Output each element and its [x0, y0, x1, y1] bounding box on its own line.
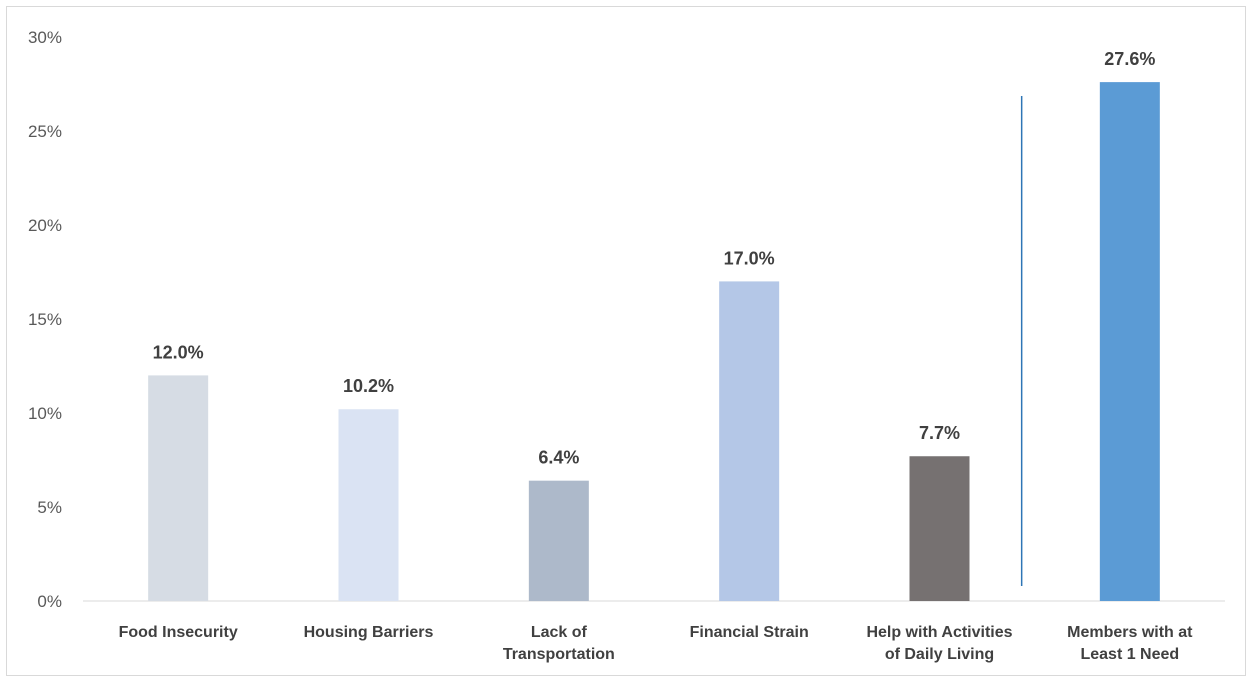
y-tick-label: 20%: [28, 216, 62, 235]
y-tick-label: 5%: [37, 498, 62, 517]
bar: [719, 281, 780, 601]
y-tick-label: 30%: [28, 28, 62, 47]
y-tick-label: 15%: [28, 310, 62, 329]
bar: [148, 375, 209, 601]
data-label: 10.2%: [343, 376, 394, 396]
x-category-label: Food Insecurity: [119, 624, 238, 641]
y-tick-label: 10%: [28, 404, 62, 423]
bar: [1099, 82, 1160, 602]
chart-frame: [6, 6, 1246, 676]
x-category-label: Transportation: [503, 646, 615, 663]
data-label: 12.0%: [153, 342, 204, 362]
x-category-label: Help with Activities: [866, 624, 1012, 641]
bar: [338, 409, 399, 601]
data-label: 17.0%: [724, 248, 775, 268]
x-category-label: Members with at: [1067, 624, 1193, 641]
y-tick-label: 25%: [28, 122, 62, 141]
data-label: 7.7%: [919, 423, 960, 443]
x-category-label: Financial Strain: [690, 624, 809, 641]
x-category-label: of Daily Living: [885, 646, 994, 663]
x-category-label: Lack of: [531, 624, 588, 641]
bar: [528, 480, 589, 601]
data-label: 6.4%: [538, 448, 579, 468]
y-tick-label: 0%: [37, 592, 62, 611]
x-category-label: Least 1 Need: [1080, 646, 1179, 663]
bar: [909, 456, 970, 601]
data-label: 27.6%: [1104, 49, 1155, 69]
x-category-label: Housing Barriers: [304, 624, 434, 641]
